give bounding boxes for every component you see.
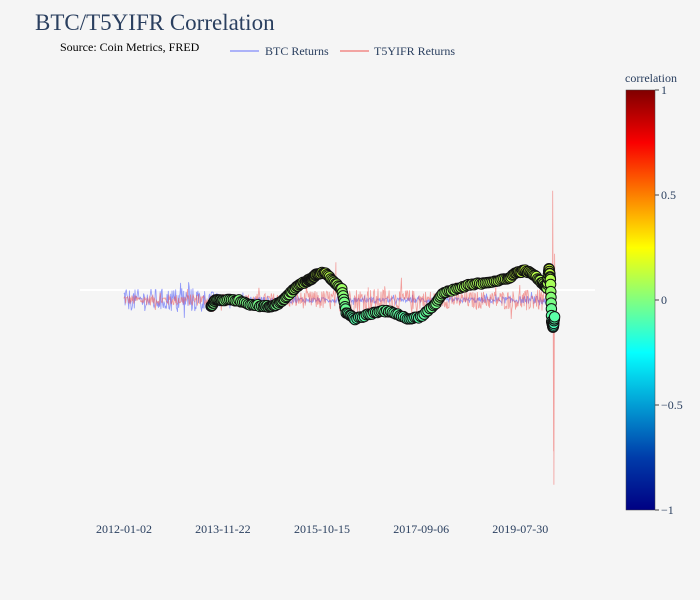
legend-item-btc[interactable]: BTC Returns (230, 44, 329, 58)
x-axis: 2012-01-02 2013-11-22 2015-10-15 2017-09-06… (96, 522, 548, 536)
plot-area (80, 190, 595, 485)
legend-label-btc: BTC Returns (265, 44, 329, 58)
colorbar-title: correlation (625, 71, 677, 85)
x-tick-label-4: 2019-07-30 (492, 522, 548, 536)
correlation-series (205, 263, 561, 333)
legend: BTC Returns T5YIFR Returns (230, 44, 455, 58)
x-tick-label-3: 2017-09-06 (393, 522, 449, 536)
colorbar-tick-label-3: −0.5 (661, 398, 683, 412)
correlation-point-273 (548, 311, 561, 323)
chart-subtitle: Source: Coin Metrics, FRED (60, 40, 200, 54)
colorbar: correlation 1 0.5 0 −0.5 −1 (625, 71, 683, 517)
colorbar-tick-label-0: 1 (661, 83, 667, 97)
legend-label-t5yifr: T5YIFR Returns (374, 44, 455, 58)
colorbar-ticks: 1 0.5 0 −0.5 −1 (655, 83, 683, 517)
colorbar-tick-label-1: 0.5 (661, 188, 676, 202)
chart-title: BTC/T5YIFR Correlation (35, 10, 275, 35)
colorbar-gradient (625, 89, 656, 511)
colorbar-tick-label-4: −1 (661, 503, 674, 517)
x-tick-label-1: 2013-11-22 (195, 522, 251, 536)
x-tick-label-2: 2015-10-15 (294, 522, 350, 536)
legend-item-t5yifr[interactable]: T5YIFR Returns (340, 44, 455, 58)
x-tick-label-0: 2012-01-02 (96, 522, 152, 536)
colorbar-tick-label-2: 0 (661, 293, 667, 307)
